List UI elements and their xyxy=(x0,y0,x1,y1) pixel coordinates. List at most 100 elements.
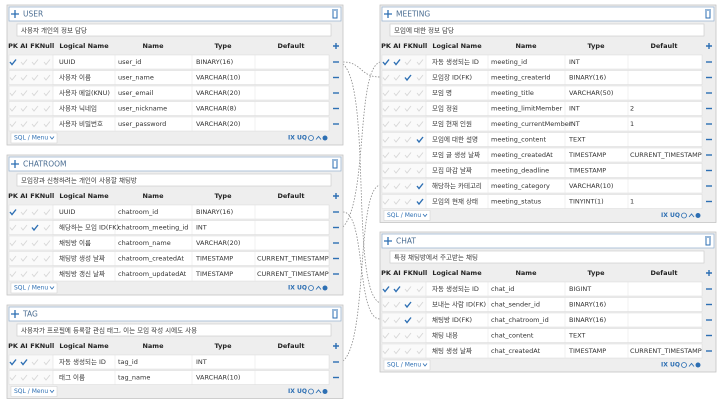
flag-unchecked xyxy=(404,105,412,112)
flag-unchecked xyxy=(43,121,51,128)
column-header: AI xyxy=(20,42,27,50)
collapse-icon xyxy=(688,213,695,218)
data-type: INT xyxy=(569,58,580,66)
physical-name: chatroom_meeting_id xyxy=(118,224,188,232)
menu-caret xyxy=(422,363,428,367)
data-type: VARCHAR(20) xyxy=(196,239,240,247)
footer-menu xyxy=(10,282,58,294)
physical-name: user_email xyxy=(118,89,154,97)
flag-checked xyxy=(393,286,401,293)
default-value: 1 xyxy=(630,120,634,128)
entity-table: TAG 사용자가 프로필에 등록할 관심 태그, 이는 모임 작성 시에도 사용P… xyxy=(6,304,344,399)
flag-unchecked xyxy=(43,271,51,278)
title-bar xyxy=(8,156,342,172)
flag-unchecked xyxy=(382,183,390,190)
flag-unchecked xyxy=(9,271,17,278)
flag-unchecked xyxy=(382,121,390,128)
flag-unchecked xyxy=(393,332,401,339)
move-icon xyxy=(11,10,19,18)
flag-unchecked xyxy=(382,136,390,143)
column-header: Default xyxy=(278,42,305,50)
flag-unchecked xyxy=(404,121,412,128)
relations xyxy=(342,61,381,362)
flag-unchecked xyxy=(404,348,412,355)
physical-name: user_name xyxy=(118,74,154,82)
row-cells xyxy=(52,220,330,235)
flag-unchecked xyxy=(20,105,28,112)
logical-name: UUID xyxy=(59,58,75,66)
delete-icon xyxy=(332,9,338,19)
flag-unchecked xyxy=(31,359,39,366)
row-cells xyxy=(52,116,330,132)
flag-unchecked xyxy=(393,317,401,324)
flag-unchecked xyxy=(393,301,401,308)
physical-name: meeting_createrId xyxy=(491,74,551,82)
comment-icon xyxy=(681,212,687,219)
table-title: TAG xyxy=(22,310,38,319)
title-bar xyxy=(8,6,342,22)
row-cells xyxy=(425,194,703,209)
flag-unchecked xyxy=(416,74,424,81)
data-type: VARCHAR(20) xyxy=(196,89,240,97)
logical-name: 채팅방 ID(FK) xyxy=(432,315,472,324)
column-header: Logical Name xyxy=(59,342,109,350)
sql-menu: SQL / Menu xyxy=(14,388,48,395)
data-type: TINYINT(1) xyxy=(568,198,604,206)
column-header: Null xyxy=(40,42,55,50)
flag-unchecked xyxy=(416,90,424,97)
column-header: AI xyxy=(393,42,400,50)
flag-checked xyxy=(382,286,390,293)
physical-name: meeting_category xyxy=(491,182,550,190)
row-cells xyxy=(52,101,330,116)
row-cells xyxy=(52,204,330,220)
flag-checked xyxy=(9,359,17,366)
row-cells xyxy=(425,70,703,85)
column-header: Type xyxy=(588,42,606,50)
row-cells xyxy=(52,251,330,266)
footer-menu xyxy=(383,210,431,221)
logical-name: 모집 마감 날짜 xyxy=(432,166,472,175)
title-bar xyxy=(381,233,715,249)
flag-unchecked xyxy=(31,374,39,381)
footer-menu xyxy=(10,386,58,397)
settings-icon xyxy=(322,135,328,141)
flag-unchecked xyxy=(404,90,412,97)
row-cells xyxy=(52,354,330,370)
data-type: INT xyxy=(196,358,207,366)
flag-unchecked xyxy=(404,59,412,66)
delete-icon xyxy=(705,9,711,19)
flag-unchecked xyxy=(404,136,412,143)
logical-name: 해당하는 카테고리 xyxy=(432,181,482,190)
logical-name: 자동 생성되는 ID xyxy=(432,57,479,66)
flag-unchecked xyxy=(20,121,28,128)
logical-name: 모임 명 xyxy=(432,88,452,97)
comment-box xyxy=(16,173,332,187)
title-bar xyxy=(8,306,342,322)
column-header: PK xyxy=(8,192,19,200)
sql-menu: SQL / Menu xyxy=(14,135,48,142)
physical-name: chatroom_createdAt xyxy=(118,255,184,263)
column-header: Type xyxy=(215,342,233,350)
logical-name: 채팅방 생성 날짜 xyxy=(59,254,105,263)
flag-unchecked xyxy=(20,240,28,247)
logical-name: 모임에 대한 설명 xyxy=(432,135,478,144)
logical-name: 자동 생성되는 ID xyxy=(59,357,106,366)
flag-unchecked xyxy=(416,59,424,66)
row-cells xyxy=(425,101,703,116)
delete-icon xyxy=(332,159,338,169)
column-header: Default xyxy=(651,42,678,50)
column-header: Name xyxy=(142,192,164,200)
physical-name: meeting_deadline xyxy=(491,167,549,175)
column-header: Null xyxy=(40,342,55,350)
physical-name: meeting_id xyxy=(491,58,527,66)
column-header: FK xyxy=(30,342,40,350)
table-comment: 사용자가 프로필에 등록할 관심 태그, 이는 모임 작성 시에도 사용 xyxy=(21,326,197,335)
row-cells xyxy=(425,85,703,101)
logical-name: 사용자 닉네임 xyxy=(59,104,97,113)
logical-name: 채팅 내용 xyxy=(432,331,458,340)
move-icon xyxy=(384,10,392,18)
flag-unchecked xyxy=(43,74,51,81)
table-comment: 사용자 개인의 정보 담당 xyxy=(21,26,87,35)
flag-unchecked xyxy=(404,198,412,205)
